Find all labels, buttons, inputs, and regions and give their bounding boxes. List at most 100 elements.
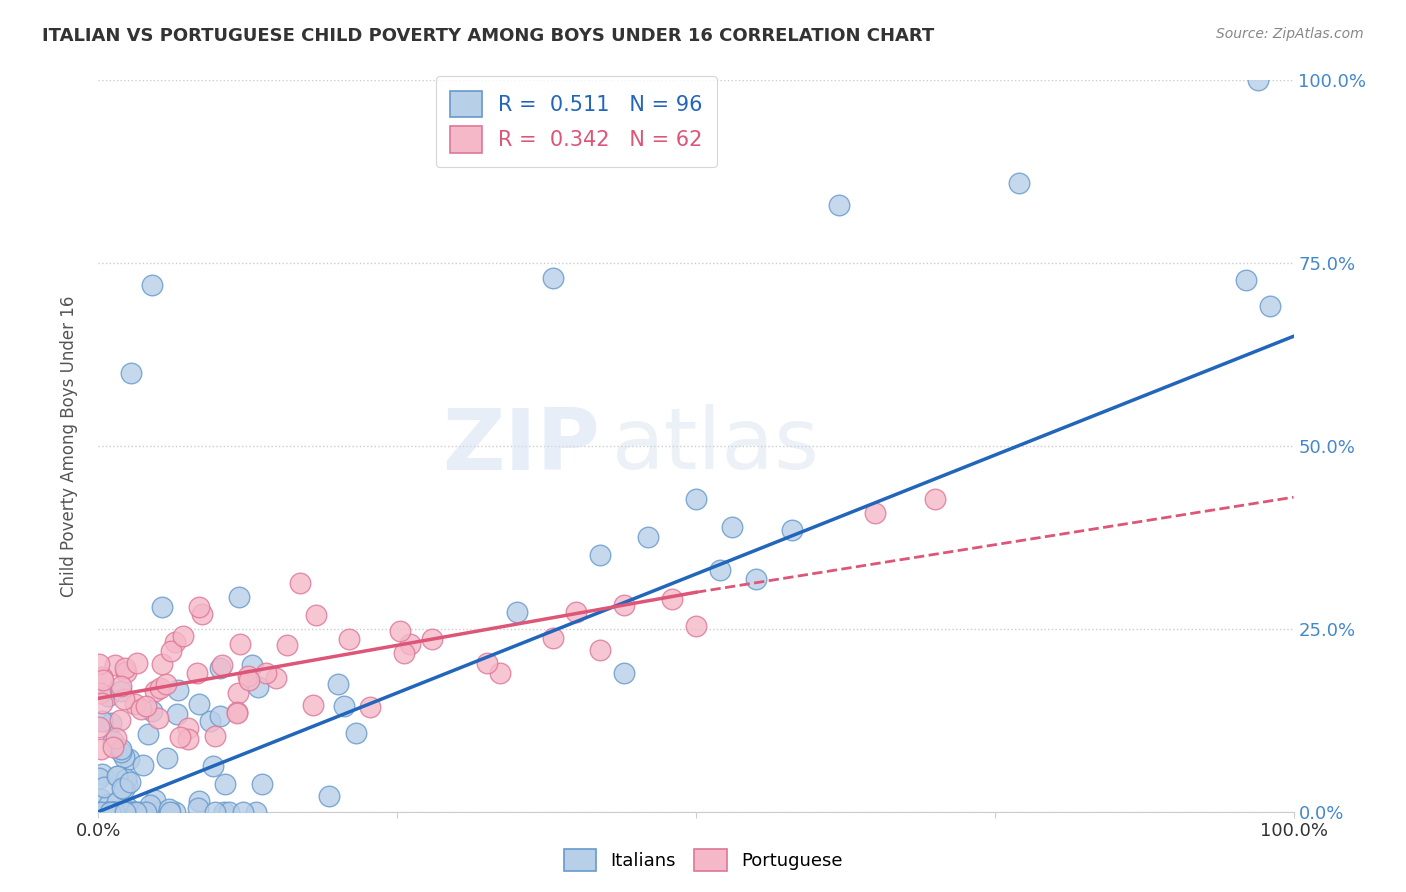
Portuguese <box>163 635 186 649</box>
Portuguese <box>276 638 298 652</box>
Italians <box>132 758 155 772</box>
Portuguese <box>924 492 946 507</box>
Italians <box>240 657 263 672</box>
Portuguese <box>169 730 191 744</box>
Legend: Italians, Portuguese: Italians, Portuguese <box>557 842 849 879</box>
Italians <box>135 805 157 819</box>
Portuguese <box>114 661 136 675</box>
Italians <box>110 741 132 756</box>
Italians <box>118 805 141 819</box>
Italians <box>250 777 273 791</box>
Portuguese <box>160 644 183 658</box>
Portuguese <box>176 732 198 747</box>
Italians <box>90 805 112 819</box>
Text: atlas: atlas <box>613 404 820 488</box>
Italians <box>112 750 135 764</box>
Italians <box>685 491 707 506</box>
Portuguese <box>305 608 328 623</box>
Italians <box>218 805 240 819</box>
Portuguese <box>127 656 149 670</box>
Italians <box>91 714 114 728</box>
Italians <box>166 706 188 721</box>
Italians <box>107 769 129 783</box>
Italians <box>245 805 267 819</box>
Italians <box>129 805 152 819</box>
Italians <box>111 774 134 789</box>
Portuguese <box>129 702 152 716</box>
Portuguese <box>865 506 887 520</box>
Italians <box>637 530 659 544</box>
Portuguese <box>187 600 209 615</box>
Italians <box>105 769 128 783</box>
Portuguese <box>124 697 146 711</box>
Italians <box>96 805 118 819</box>
Portuguese <box>302 698 325 713</box>
Italians <box>100 715 122 730</box>
Portuguese <box>613 598 636 612</box>
Italians <box>90 791 112 805</box>
Portuguese <box>541 631 564 645</box>
Italians <box>326 677 349 691</box>
Italians <box>111 781 134 796</box>
Italians <box>136 727 159 741</box>
Portuguese <box>337 632 360 646</box>
Italians <box>141 704 163 718</box>
Italians <box>186 801 208 815</box>
Portuguese <box>90 741 112 756</box>
Italians <box>118 752 141 766</box>
Portuguese <box>101 739 124 754</box>
Italians <box>212 805 235 819</box>
Italians <box>745 572 768 586</box>
Portuguese <box>392 646 415 660</box>
Text: Source: ZipAtlas.com: Source: ZipAtlas.com <box>1216 27 1364 41</box>
Italians <box>204 805 226 819</box>
Italians <box>202 759 225 773</box>
Italians <box>110 745 132 759</box>
Italians <box>187 698 209 712</box>
Italians <box>97 805 120 819</box>
Italians <box>89 771 111 785</box>
Italians <box>114 805 136 819</box>
Italians <box>114 805 136 819</box>
Italians <box>93 780 115 794</box>
Italians <box>159 805 181 819</box>
Italians <box>721 520 744 534</box>
Italians <box>114 772 136 786</box>
Italians <box>232 805 254 819</box>
Portuguese <box>226 686 249 700</box>
Italians <box>139 797 162 812</box>
Portuguese <box>150 657 173 671</box>
Portuguese <box>91 670 114 684</box>
Portuguese <box>211 657 233 672</box>
Italians <box>121 805 143 819</box>
Portuguese <box>229 637 252 651</box>
Italians <box>135 805 157 819</box>
Italians <box>101 805 124 819</box>
Portuguese <box>266 671 288 685</box>
Portuguese <box>226 706 249 720</box>
Italians <box>97 689 120 703</box>
Italians <box>709 563 731 577</box>
Portuguese <box>87 657 110 672</box>
Portuguese <box>186 665 208 680</box>
Italians <box>117 805 139 819</box>
Italians <box>149 805 172 819</box>
Italians <box>157 802 180 816</box>
Italians <box>1258 299 1281 313</box>
Portuguese <box>108 713 131 727</box>
Italians <box>1247 73 1270 87</box>
Italians <box>228 590 250 604</box>
Italians <box>98 797 121 811</box>
Portuguese <box>177 721 200 735</box>
Portuguese <box>149 681 172 695</box>
Italians <box>90 805 112 819</box>
Italians <box>107 795 129 809</box>
Italians <box>541 270 564 285</box>
Italians <box>141 278 163 293</box>
Portuguese <box>89 686 111 700</box>
Italians <box>112 805 135 819</box>
Portuguese <box>661 592 683 607</box>
Portuguese <box>104 658 127 673</box>
Italians <box>1008 176 1031 190</box>
Portuguese <box>172 629 194 643</box>
